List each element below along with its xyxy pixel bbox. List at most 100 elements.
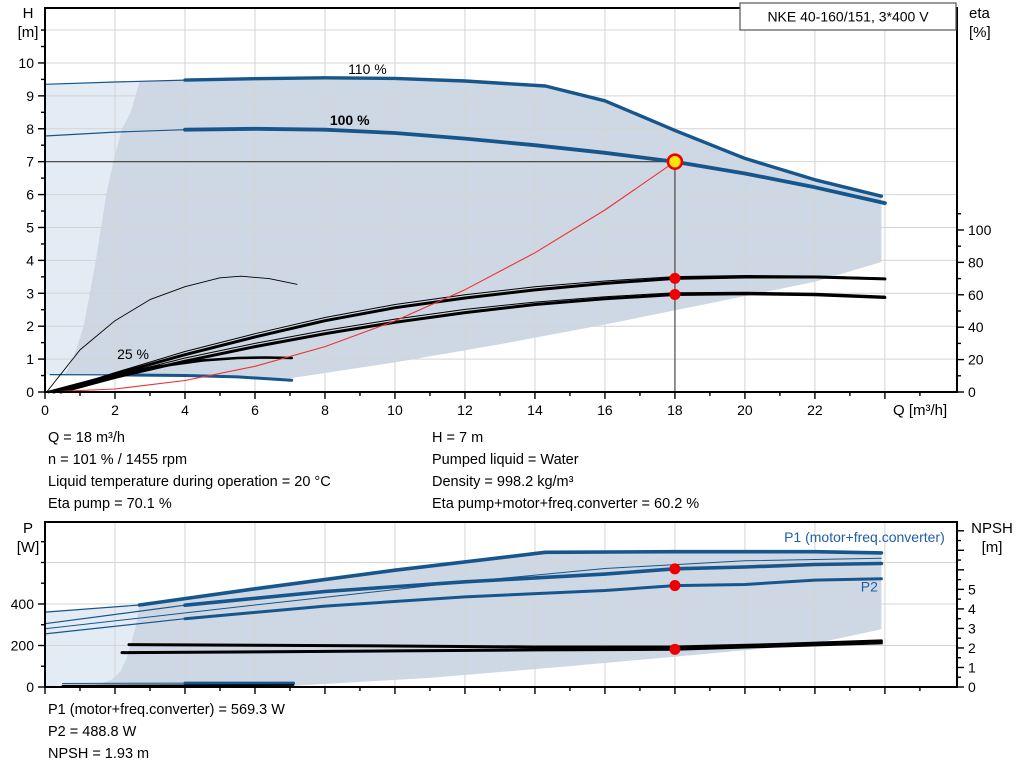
curve-eta-pump-thin [53, 275, 886, 393]
x-tick-label: 14 [527, 402, 543, 418]
x-tick-label: 18 [667, 402, 683, 418]
x-tick-label: 10 [387, 402, 403, 418]
eta-tick-label: 100 [968, 222, 992, 238]
p-axis-title-unit: [W] [16, 539, 40, 556]
eta-tick-label: 60 [968, 287, 984, 303]
h-axis-title: H [m] [8, 4, 48, 42]
curve-system-curve [44, 161, 676, 393]
h-tick-label: 9 [26, 88, 34, 104]
duty-info-q: Q = 18 m³/h [48, 430, 125, 446]
h-tick-label: 0 [26, 384, 34, 400]
duty-info-eta-total: Eta pump+motor+freq.converter = 60.2 % [432, 496, 700, 512]
npsh-tick-label: 3 [968, 620, 976, 636]
h-tick-label: 2 [26, 318, 34, 334]
h-tick-label: 6 [26, 187, 34, 203]
curve-speed-100-thick [183, 126, 887, 206]
curve-eta-total-thin [60, 291, 886, 393]
curve-eta-25 [47, 356, 294, 394]
curve-npsh-25 [61, 684, 295, 687]
curve-npsh-110 [127, 639, 883, 649]
curve-p2-110 [44, 557, 882, 630]
curve-eta-pump-thick [52, 275, 887, 394]
p-tick-label: 0 [26, 679, 34, 695]
eta-axis-title: eta [%] [969, 4, 1021, 42]
npsh-axis-title-symbol: NPSH [971, 520, 1013, 537]
npsh-axis-title: NPSH [m] [963, 519, 1021, 557]
eta-tick-label: 20 [968, 352, 984, 368]
h-tick-label: 4 [26, 252, 34, 268]
pump-title-text: NKE 40-160/151, 3*400 V [767, 9, 929, 25]
duty-info-right: H = 7 m Pumped liquid = Water Density = … [432, 427, 699, 515]
curve-npsh-100 [120, 641, 883, 655]
h-tick-label: 5 [26, 219, 34, 235]
curve-value-dot [669, 580, 681, 592]
results-block: P1 (motor+freq.converter) = 569.3 W P2 =… [48, 699, 285, 765]
annotation-label: P1 (motor+freq.converter) [784, 529, 945, 545]
duty-point-marker [666, 153, 684, 170]
h-tick-label: 10 [18, 55, 34, 71]
p-tick-label: 400 [11, 596, 35, 612]
result-npsh: NPSH = 1.93 m [48, 746, 150, 762]
x-tick-label: 22 [807, 402, 823, 418]
curve-p1-100-thick [183, 561, 884, 608]
result-p2: P2 = 488.8 W [48, 724, 137, 740]
power-envelope-dark [80, 551, 882, 687]
qh-chart-ticks [38, 29, 964, 399]
npsh-tick-label: 1 [968, 659, 976, 675]
annotation-label: 25 % [117, 346, 149, 362]
p-tick-label: 200 [11, 637, 35, 653]
p-axis-title-symbol: P [22, 520, 33, 537]
h-tick-label: 7 [26, 154, 34, 170]
annotation-label: 100 % [330, 112, 370, 128]
power-npsh-chart-tick-labels: 0 200 400 0 1 2 3 4 5 [11, 581, 976, 695]
eta-tick-label: 80 [968, 254, 984, 270]
x-tick-label: 12 [457, 402, 473, 418]
eta-tick-label: 40 [968, 319, 984, 335]
duty-info-eta-pump: Eta pump = 70.1 % [48, 496, 172, 512]
h-tick-label: 1 [26, 351, 34, 367]
duty-info-liquid: Pumped liquid = Water [432, 452, 579, 468]
duty-info-temperature: Liquid temperature during operation = 20… [48, 474, 331, 490]
annotation-label: 110 % [348, 61, 387, 77]
npsh-axis-title-unit: [m] [981, 539, 1003, 556]
x-tick-label: 20 [737, 402, 753, 418]
qh-chart-tick-labels: 0 2 4 6 8 10 12 14 16 18 20 22012345678910020406080… [18, 55, 991, 418]
curve-value-dot [669, 563, 681, 575]
eta-axis-title-unit: [%] [969, 24, 991, 41]
x-tick-label: 2 [111, 402, 119, 418]
p-axis-title: P [W] [8, 519, 48, 557]
npsh-tick-label: 4 [968, 601, 976, 617]
x-tick-label: 4 [181, 402, 189, 418]
power-npsh-chart: 0 200 400 0 1 2 3 4 5 P1 (motor+freq.converter) P2 [11, 521, 976, 695]
operating-envelope-dark [64, 77, 882, 379]
curve-value-dot [669, 643, 681, 655]
x-tick-label: 16 [597, 402, 613, 418]
qh-chart-grid [45, 8, 957, 392]
h-tick-label: 8 [26, 121, 34, 137]
curve-speed-110-thick [183, 76, 884, 198]
curve-eta-arc [46, 275, 298, 393]
power-range-light [45, 605, 140, 687]
annotation-label: P2 [861, 579, 878, 595]
curve-p1-110-thick [137, 549, 884, 607]
npsh-tick-label: 0 [968, 679, 976, 695]
curve-p2-100-thick [183, 577, 883, 621]
eta-tick-label: 0 [968, 384, 976, 400]
result-p1: P1 (motor+freq.converter) = 569.3 W [48, 702, 285, 718]
curve-eta-total-thick [59, 292, 887, 394]
duty-info-left: Q = 18 m³/h n = 101 % / 1455 rpm Liquid … [48, 427, 331, 515]
curve-speed-25-thick [113, 373, 294, 382]
allowed-range-light [45, 81, 140, 376]
x-tick-label: 0 [41, 402, 49, 418]
h-axis-title-symbol: H [22, 5, 34, 22]
duty-info-speed: n = 101 % / 1455 rpm [48, 452, 188, 468]
eta-axis-title-symbol: eta [969, 5, 990, 22]
npsh-tick-label: 5 [968, 581, 976, 597]
npsh-tick-label: 2 [968, 640, 976, 656]
duty-info-h: H = 7 m [432, 430, 484, 446]
x-tick-label: 8 [321, 402, 329, 418]
curve-value-dot [669, 288, 681, 300]
h-axis-title-unit: [m] [17, 24, 39, 41]
